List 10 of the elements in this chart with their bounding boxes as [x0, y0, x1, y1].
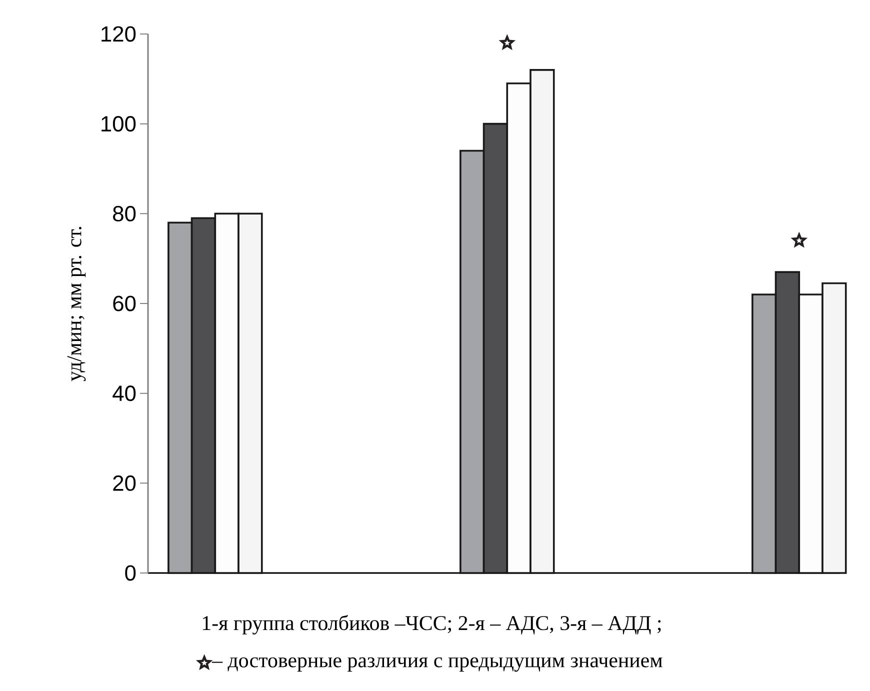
y-axis-title: уд/мин; мм рт. ст. — [67, 226, 86, 382]
y-tick-label: 40 — [112, 386, 136, 402]
y-tick-label: 80 — [113, 206, 136, 222]
y-tick-label: 100 — [102, 116, 136, 132]
y-tick-label: 60 — [113, 296, 136, 312]
y-tick-label: 120 — [102, 26, 136, 42]
legend-label: – достоверные различия с предыдущим значением — [212, 657, 662, 672]
y-tick-label: 0 — [125, 565, 136, 581]
text: 1-я группа столбиков –ЧСС; 2-я – АДС, 3-я – АДД ; — [203, 614, 661, 634]
y-tick-label: 20 — [113, 475, 136, 491]
